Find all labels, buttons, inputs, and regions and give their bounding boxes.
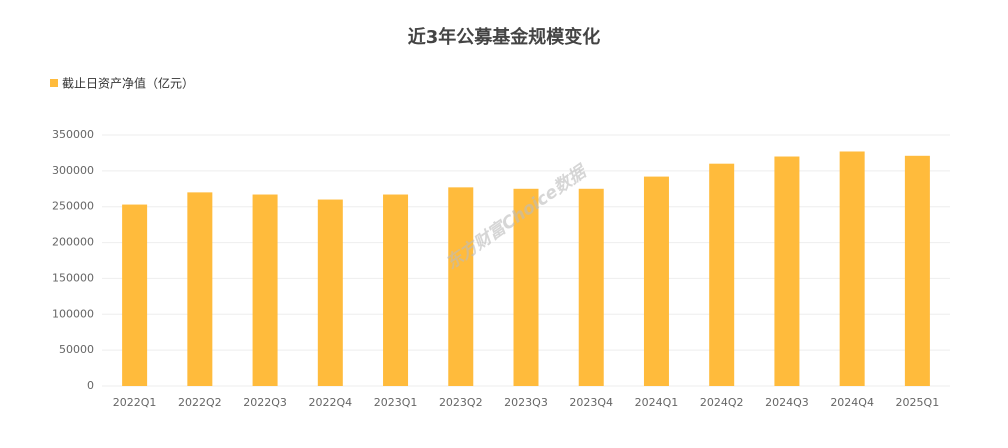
bar (774, 156, 800, 386)
bar (578, 188, 604, 386)
chart-title: 近3年公募基金规模变化 (408, 26, 601, 48)
x-tick-label: 2025Q1 (896, 396, 940, 409)
bar (904, 155, 930, 386)
y-tick-label: 250000 (52, 200, 94, 213)
y-tick-label: 150000 (52, 271, 94, 284)
bar (448, 187, 474, 386)
x-tick-label: 2023Q4 (569, 396, 613, 409)
bar (839, 151, 865, 386)
x-tick-label: 2022Q3 (243, 396, 287, 409)
y-tick-label: 50000 (59, 343, 94, 356)
bar (383, 194, 409, 386)
legend-swatch (50, 79, 58, 87)
x-tick-label: 2022Q4 (308, 396, 352, 409)
x-tick-label: 2024Q4 (830, 396, 874, 409)
x-tick-label: 2022Q1 (113, 396, 157, 409)
y-tick-label: 100000 (52, 307, 94, 320)
bar (643, 176, 669, 386)
x-tick-label: 2022Q2 (178, 396, 222, 409)
x-tick-label: 2024Q3 (765, 396, 809, 409)
y-tick-label: 200000 (52, 236, 94, 249)
y-tick-label: 300000 (52, 164, 94, 177)
x-tick-label: 2023Q2 (439, 396, 483, 409)
x-tick-label: 2024Q1 (635, 396, 679, 409)
bar (252, 194, 278, 386)
bar (122, 204, 148, 386)
legend-label: 截止日资产净值（亿元） (62, 76, 194, 91)
y-tick-label: 0 (87, 379, 94, 392)
x-tick-label: 2023Q3 (504, 396, 548, 409)
x-tick-label: 2023Q1 (374, 396, 418, 409)
bar (513, 188, 539, 386)
bar (709, 163, 735, 386)
x-tick-label: 2024Q2 (700, 396, 744, 409)
y-tick-label: 350000 (52, 128, 94, 141)
bar (317, 199, 343, 386)
bar (187, 192, 213, 386)
